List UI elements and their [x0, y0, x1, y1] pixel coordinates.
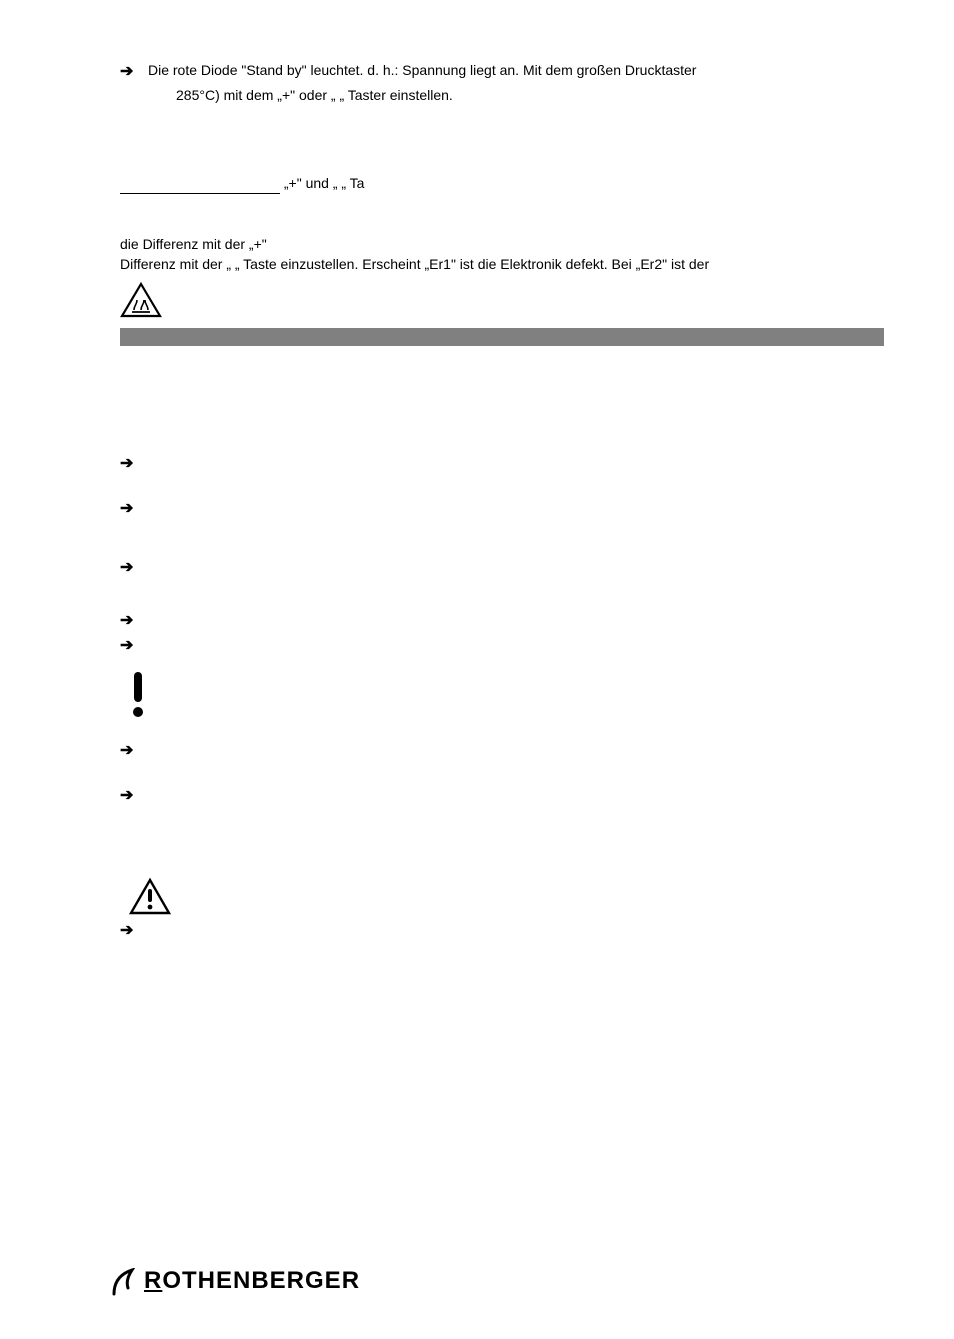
text-line: Differenz mit der „ „ Taste einzustellen…: [120, 254, 884, 274]
bullet-line: ➔: [120, 919, 884, 942]
arrow-icon: ➔: [120, 609, 148, 632]
hot-surface-icon: [120, 282, 884, 325]
bullet-line: ➔: [120, 634, 884, 657]
bullet-line: ➔: [120, 739, 884, 762]
warning-icon: [120, 877, 884, 922]
arrow-icon: ➔: [120, 60, 148, 83]
bullet-line: ➔: [120, 497, 884, 520]
arrow-icon: ➔: [120, 556, 148, 579]
text-fragment: „+" und „ „ Ta: [280, 175, 364, 191]
arrow-icon: ➔: [120, 634, 148, 657]
gray-divider-bar: [120, 328, 884, 346]
bullet-line: ➔: [120, 609, 884, 632]
exclamation-icon: [120, 670, 884, 725]
bullet-text: Die rote Diode "Stand by" leuchtet. d. h…: [148, 60, 884, 80]
brand-name: ROTHENBERGER: [144, 1264, 360, 1299]
text-line: die Differenz mit der „+": [120, 234, 884, 254]
arrow-icon: ➔: [120, 919, 148, 942]
arrow-icon: ➔: [120, 452, 148, 475]
text-line-underline: „+" und „ „ Ta: [120, 173, 884, 193]
brand-footer: ROTHENBERGER: [110, 1264, 360, 1299]
indented-text: 285°C) mit dem „+" oder „ „ Taster einst…: [120, 85, 884, 105]
bullet-line: ➔: [120, 784, 884, 807]
bullet-line: ➔: [120, 452, 884, 475]
arrow-icon: ➔: [120, 497, 148, 520]
bullet-line: ➔ Die rote Diode "Stand by" leuchtet. d.…: [120, 60, 884, 83]
bullet-line: ➔: [120, 556, 884, 579]
arrow-icon: ➔: [120, 739, 148, 762]
brand-logo-icon: [110, 1268, 136, 1296]
arrow-icon: ➔: [120, 784, 148, 807]
